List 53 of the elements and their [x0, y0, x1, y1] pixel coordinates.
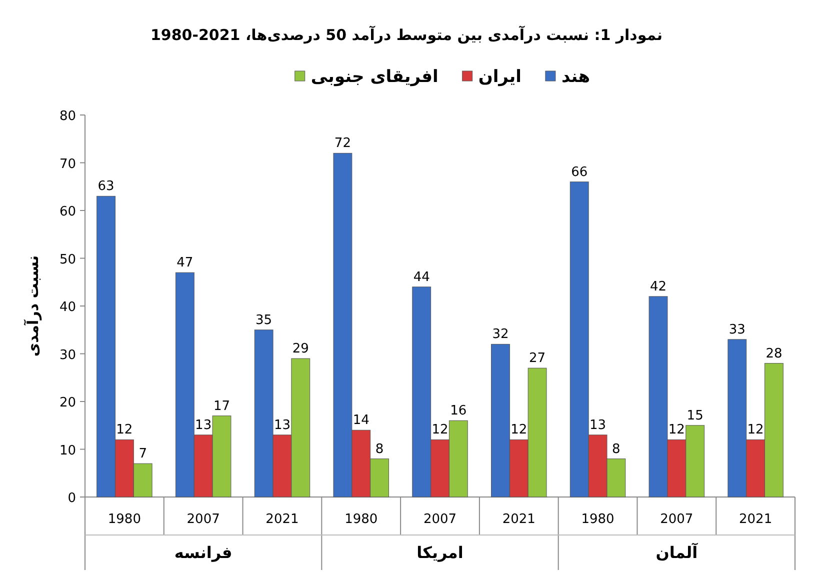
- data-label: 47: [176, 256, 194, 271]
- y-tick-label: 30: [59, 348, 76, 363]
- legend-label: افریقای جنوبی: [310, 67, 438, 87]
- data-label: 27: [529, 351, 546, 366]
- data-label: 16: [450, 404, 467, 419]
- data-label: 13: [195, 418, 212, 433]
- data-label: 44: [413, 270, 430, 285]
- data-label: 72: [334, 136, 351, 152]
- data-label: 63: [98, 179, 114, 194]
- data-label: 66: [571, 164, 588, 180]
- data-label: 7: [138, 446, 147, 462]
- y-tick-label: 10: [59, 443, 76, 458]
- y-tick-label: 0: [68, 491, 76, 506]
- x-tick-label: 1980: [581, 512, 614, 527]
- data-label: 13: [590, 418, 606, 433]
- data-label: 35: [256, 312, 272, 328]
- data-label: 13: [274, 418, 290, 433]
- x-tick-label: 2021: [266, 512, 299, 527]
- data-label: 8: [375, 442, 384, 457]
- x-tick-label: 2021: [739, 512, 772, 527]
- x-tick-label: 2021: [502, 512, 536, 527]
- data-label: 28: [766, 346, 782, 362]
- text: امریکا: [416, 543, 464, 562]
- data-label: 15: [686, 408, 704, 424]
- data-label: 32: [492, 327, 509, 342]
- legend-label: ایران: [478, 67, 522, 87]
- x-tick-label: 2007: [660, 512, 694, 527]
- data-label: 17: [213, 398, 230, 414]
- data-label: 12: [116, 422, 133, 438]
- x-tick-label: 1980: [344, 512, 378, 527]
- data-label: 12: [510, 422, 528, 438]
- data-label: 12: [432, 422, 448, 438]
- data-label: 14: [352, 413, 370, 428]
- x-tick-label: 1980: [108, 512, 141, 527]
- y-axis-title: نسبت درآمدی: [23, 255, 42, 357]
- y-tick-label: 40: [59, 300, 76, 315]
- data-label: 12: [747, 422, 764, 438]
- y-tick-label: 50: [59, 252, 76, 268]
- data-label: 42: [650, 279, 667, 294]
- chart-title: نمودار 1: نسبت درآمدی بین متوسط درآمد 50 درصدی‌ها، 2021-1980: [150, 25, 662, 44]
- y-tick-label: 20: [59, 396, 76, 410]
- legend-label: هند: [561, 67, 590, 87]
- x-tick-label: 2007: [423, 512, 457, 527]
- x-tick-label: 2007: [186, 512, 220, 527]
- text: آلمان: [656, 542, 698, 562]
- data-label: 8: [612, 442, 620, 457]
- y-tick-label: 80: [59, 109, 76, 124]
- data-label: 29: [292, 342, 309, 357]
- data-label: 33: [728, 322, 746, 338]
- data-label: 12: [668, 422, 685, 438]
- text: فرانسه: [174, 543, 232, 562]
- y-tick-label: 60: [59, 204, 76, 220]
- y-tick-label: 70: [59, 156, 76, 172]
